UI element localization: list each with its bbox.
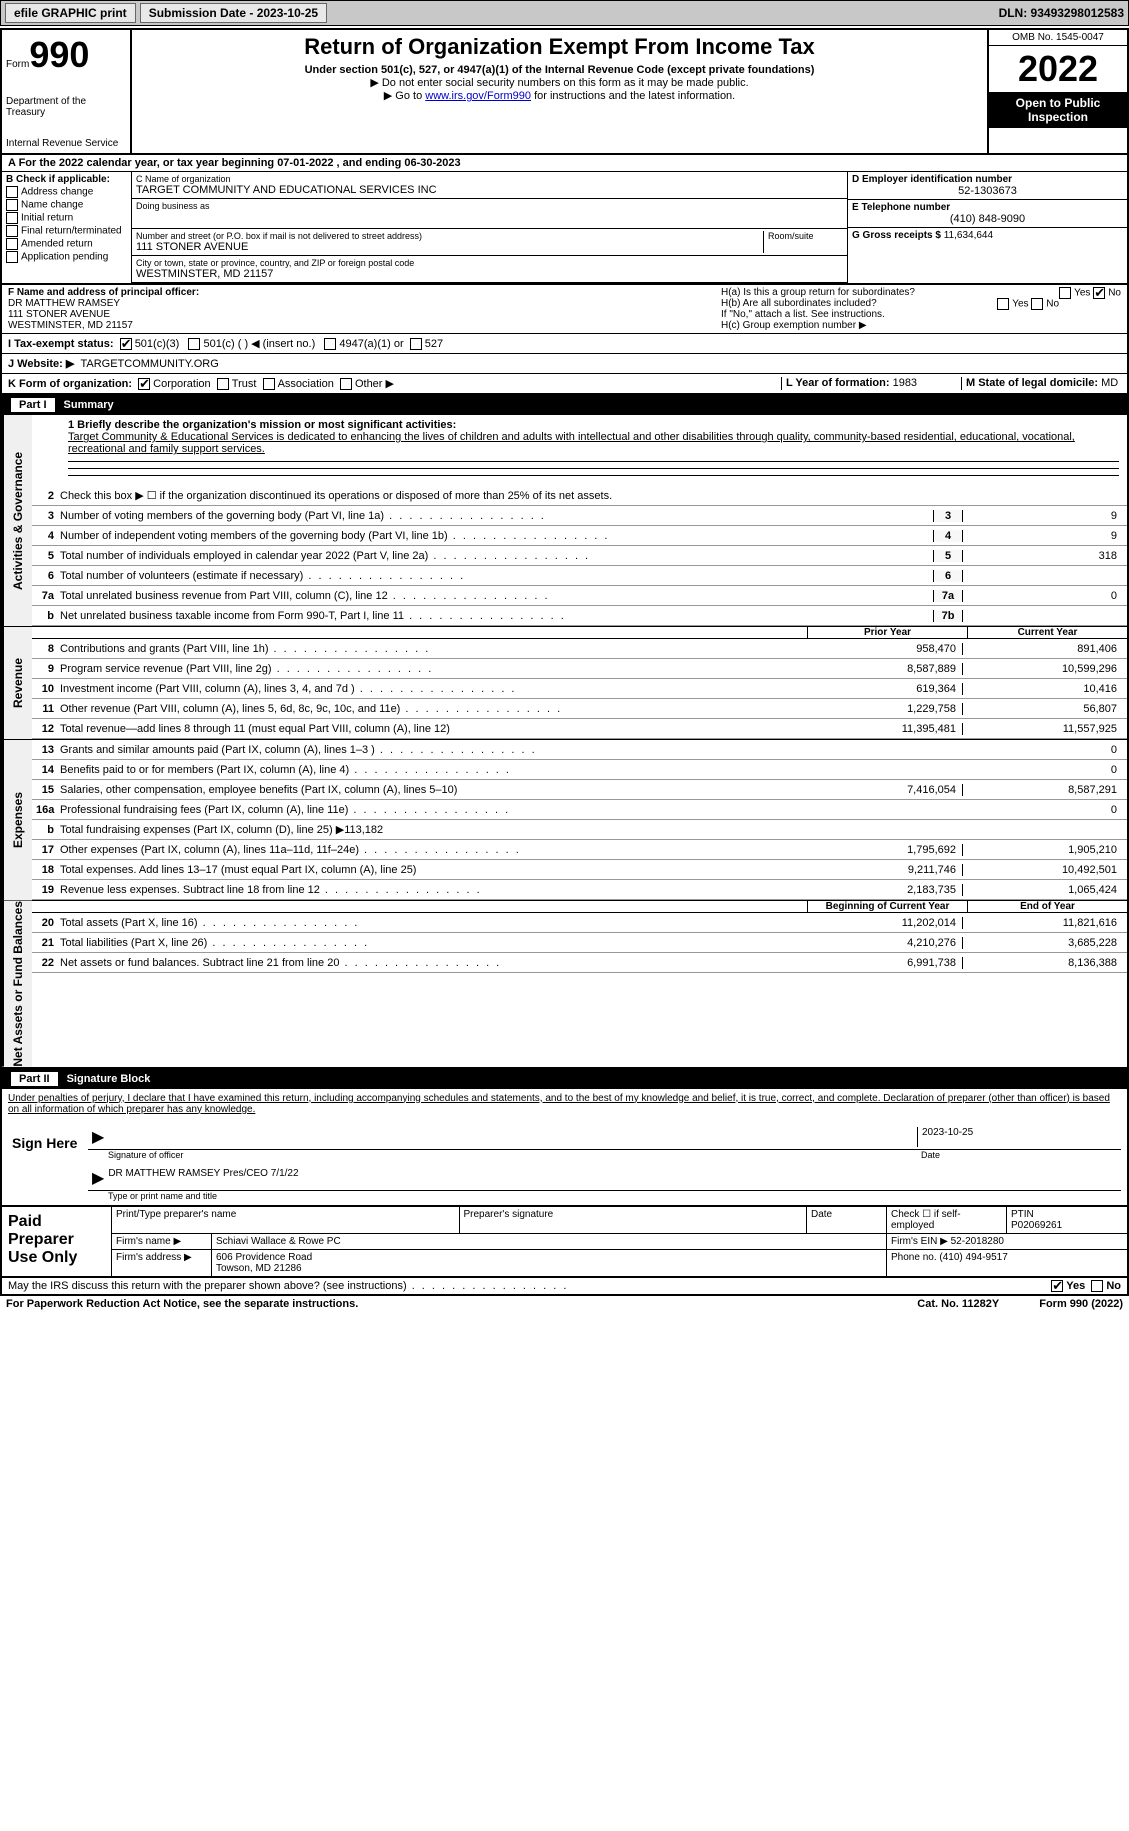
chk-corp[interactable]: [138, 378, 150, 390]
irs-link[interactable]: www.irs.gov/Form990: [425, 90, 531, 102]
header-right: OMB No. 1545-0047 2022 Open to Public In…: [987, 30, 1127, 153]
efile-print-btn[interactable]: efile GRAPHIC print: [5, 3, 136, 23]
year-formation: 1983: [893, 377, 917, 389]
summary-expenses: Expenses 13Grants and similar amounts pa…: [2, 740, 1127, 901]
form-label: Form: [6, 59, 29, 70]
val-5: 318: [963, 550, 1123, 562]
tax-year: 2022: [989, 46, 1127, 92]
chk-501c[interactable]: [188, 338, 200, 350]
firm-addr1: 606 Providence Road: [216, 1252, 312, 1263]
submission-date: Submission Date - 2023-10-25: [140, 3, 327, 23]
col-c-org: C Name of organization TARGET COMMUNITY …: [132, 172, 847, 283]
chk-name[interactable]: Name change: [6, 199, 127, 211]
vtab-governance: Activities & Governance: [2, 415, 32, 626]
line-a: A For the 2022 calendar year, or tax yea…: [2, 155, 1127, 172]
vtab-net: Net Assets or Fund Balances: [2, 901, 32, 1067]
bottom-line: For Paperwork Reduction Act Notice, see …: [0, 1296, 1129, 1312]
chk-initial[interactable]: Initial return: [6, 212, 127, 224]
header-left: Form990 Department of the Treasury Inter…: [2, 30, 132, 153]
gross-receipts: 11,634,644: [944, 230, 993, 241]
row-k-form-org: K Form of organization: Corporation Trus…: [2, 374, 1127, 395]
irs-label: Internal Revenue Service: [6, 138, 126, 149]
paid-preparer: Paid Preparer Use Only Print/Type prepar…: [2, 1205, 1127, 1276]
street-address: 111 STONER AVENUE: [136, 241, 763, 253]
topbar: efile GRAPHIC print Submission Date - 20…: [0, 0, 1129, 26]
state-domicile: MD: [1101, 377, 1118, 389]
form-number: 990: [29, 34, 89, 75]
signature-section: Under penalties of perjury, I declare th…: [2, 1089, 1127, 1205]
part2-header: Part IISignature Block: [2, 1069, 1127, 1089]
vtab-revenue: Revenue: [2, 627, 32, 739]
chk-discuss-yes[interactable]: [1051, 1280, 1063, 1292]
phone: (410) 848-9090: [852, 213, 1123, 225]
cat-no: Cat. No. 11282Y: [917, 1298, 999, 1310]
ein: 52-1303673: [852, 185, 1123, 197]
perjury-statement: Under penalties of perjury, I declare th…: [8, 1093, 1121, 1115]
mission-text: Target Community & Educational Services …: [68, 431, 1119, 455]
val-7a: 0: [963, 590, 1123, 602]
r8-prior: 958,470: [803, 643, 963, 655]
chk-527[interactable]: [410, 338, 422, 350]
row-f-h: F Name and address of principal officer:…: [2, 285, 1127, 334]
chk-501c3[interactable]: [120, 338, 132, 350]
officer-name: DR MATTHEW RAMSEY: [8, 298, 721, 309]
firm-name: Schiavi Wallace & Rowe PC: [212, 1234, 887, 1249]
preparer-phone: (410) 494-9517: [939, 1252, 1007, 1263]
col-b-checkboxes: B Check if applicable: Address change Na…: [2, 172, 132, 283]
chk-discuss-no[interactable]: [1091, 1280, 1103, 1292]
chk-pending[interactable]: Application pending: [6, 251, 127, 263]
vtab-expenses: Expenses: [2, 740, 32, 900]
sig-date: 2023-10-25: [917, 1127, 1117, 1147]
note-link: ▶ Go to www.irs.gov/Form990 for instruct…: [136, 89, 983, 102]
summary-net: Net Assets or Fund Balances Beginning of…: [2, 901, 1127, 1069]
r8-curr: 891,406: [963, 643, 1123, 655]
summary-revenue: Revenue Prior YearCurrent Year 8Contribu…: [2, 627, 1127, 740]
ptin: P02069261: [1011, 1220, 1062, 1231]
chk-amended[interactable]: Amended return: [6, 238, 127, 250]
dln: DLN: 93493298012583: [999, 6, 1124, 20]
header-center: Return of Organization Exempt From Incom…: [132, 30, 987, 153]
chk-address[interactable]: Address change: [6, 186, 127, 198]
open-inspection: Open to Public Inspection: [989, 92, 1127, 128]
row-j-website: J Website: ▶ TARGETCOMMUNITY.ORG: [2, 354, 1127, 374]
summary-governance: Activities & Governance 1 Briefly descri…: [2, 415, 1127, 627]
form-header: Form990 Department of the Treasury Inter…: [2, 30, 1127, 155]
val-3: 9: [963, 510, 1123, 522]
dept-treasury: Department of the Treasury: [6, 96, 126, 118]
chk-final[interactable]: Final return/terminated: [6, 225, 127, 237]
form-footer: Form 990 (2022): [1039, 1298, 1123, 1310]
firm-ein: 52-2018280: [951, 1236, 1004, 1247]
ha-group-return: H(a) Is this a group return for subordin…: [721, 287, 1121, 298]
officer-typed-name: DR MATTHEW RAMSEY Pres/CEO 7/1/22: [108, 1168, 298, 1188]
discuss-row: May the IRS discuss this return with the…: [2, 1276, 1127, 1294]
org-name: TARGET COMMUNITY AND EDUCATIONAL SERVICE…: [136, 184, 843, 196]
form-subtitle: Under section 501(c), 527, or 4947(a)(1)…: [136, 64, 983, 76]
preparer-label: Paid Preparer Use Only: [2, 1207, 112, 1276]
hb-subordinates: H(b) Are all subordinates included? Yes …: [721, 298, 1121, 309]
val-4: 9: [963, 530, 1123, 542]
line2: Check this box ▶ ☐ if the organization d…: [60, 489, 1123, 502]
mission-block: 1 Briefly describe the organization's mi…: [32, 415, 1127, 486]
omb-number: OMB No. 1545-0047: [989, 30, 1127, 46]
city-state-zip: WESTMINSTER, MD 21157: [136, 268, 843, 280]
chk-4947[interactable]: [324, 338, 336, 350]
form-title: Return of Organization Exempt From Incom…: [136, 34, 983, 60]
form-990: Form990 Department of the Treasury Inter…: [0, 28, 1129, 1296]
hc-exemption: H(c) Group exemption number ▶: [721, 320, 1121, 331]
website-url: TARGETCOMMUNITY.ORG: [80, 358, 218, 370]
part1-header: Part ISummary: [2, 395, 1127, 415]
col-de: D Employer identification number 52-1303…: [847, 172, 1127, 283]
section-bcde: B Check if applicable: Address change Na…: [2, 172, 1127, 285]
sign-here-label: Sign Here: [8, 1125, 88, 1201]
row-i-tax-status: I Tax-exempt status: 501(c)(3) 501(c) ( …: [2, 334, 1127, 354]
note-ssn: ▶ Do not enter social security numbers o…: [136, 76, 983, 89]
